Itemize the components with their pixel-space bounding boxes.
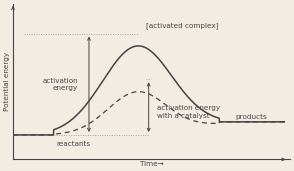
Text: products: products	[235, 114, 267, 120]
Text: [activated complex]: [activated complex]	[146, 22, 218, 29]
Text: activation energy
with a catalyst: activation energy with a catalyst	[157, 105, 220, 119]
Text: reactants: reactants	[56, 141, 91, 147]
X-axis label: Time→: Time→	[140, 161, 163, 167]
Text: activation
energy: activation energy	[42, 77, 78, 91]
Y-axis label: Potential energy: Potential energy	[4, 52, 10, 111]
